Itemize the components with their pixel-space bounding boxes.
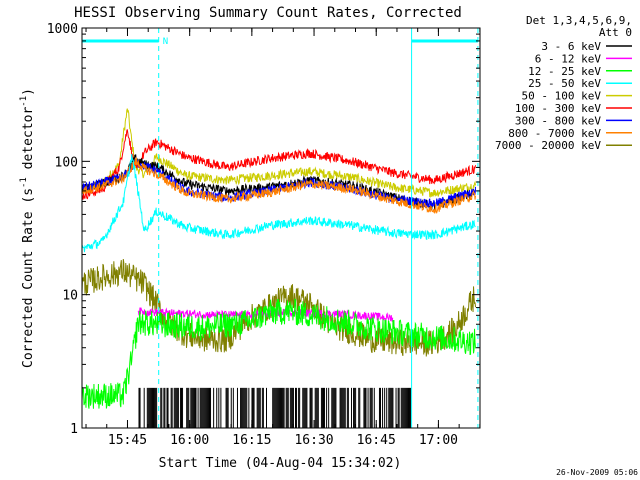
series-line-7	[82, 157, 477, 214]
legend-label: 7000 - 20000 keV	[495, 139, 601, 152]
y-axis-label-main: Corrected Count Rate (s	[21, 188, 36, 368]
legend-label: 3 - 6 keV	[541, 40, 601, 53]
y-axis-label: Corrected Count Rate (s-1 detector-1)	[19, 88, 36, 368]
legend-label: 25 - 50 keV	[528, 77, 601, 90]
x-tick-label: 16:45	[357, 433, 396, 448]
y-tick-label: 100	[55, 155, 78, 170]
series-line-2	[82, 298, 477, 409]
marker-label: N	[163, 37, 168, 47]
x-axis-label: Start Time (04-Aug-04 15:34:02)	[159, 456, 402, 471]
chart-title: HESSI Observing Summary Count Rates, Cor…	[74, 5, 462, 21]
y-axis: 1 10 100 1000	[47, 22, 480, 437]
y-axis-label-sup2: -1	[19, 96, 29, 107]
y-axis-label-sup1: -1	[19, 177, 29, 188]
legend-label: 12 - 25 keV	[528, 65, 601, 78]
series-layer	[82, 108, 477, 428]
legend-label: 800 - 7000 keV	[508, 127, 601, 140]
low-count-spikes	[138, 387, 412, 428]
x-tick-label: 16:15	[232, 433, 271, 448]
timestamp: 26-Nov-2009 05:06	[556, 468, 638, 477]
legend-label: 300 - 800 keV	[515, 114, 601, 127]
legend-header-2: Att 0	[599, 26, 632, 39]
x-tick-label: 16:30	[294, 433, 333, 448]
x-tick-label: 15:45	[108, 433, 147, 448]
y-axis-label-end: )	[21, 88, 36, 96]
y-axis-label-mid: detector	[21, 107, 36, 178]
plot-frame	[81, 27, 481, 429]
x-tick-label: 16:00	[170, 433, 209, 448]
y-tick-label: 1000	[47, 22, 78, 37]
series-line-5	[82, 129, 477, 200]
legend-label: 100 - 300 keV	[515, 102, 601, 115]
marker-layer: N	[82, 28, 479, 428]
y-tick-label: 1	[70, 422, 78, 437]
legend-header-1: Det 1,3,4,5,6,9,	[526, 14, 632, 27]
x-axis: 15:45 16:00 16:15 16:30 16:45 17:00	[85, 28, 481, 448]
x-tick-label: 17:00	[419, 433, 458, 448]
legend-label: 6 - 12 keV	[535, 52, 602, 65]
y-tick-label: 10	[62, 289, 78, 304]
series-line-3	[82, 153, 476, 253]
legend-label: 50 - 100 keV	[522, 90, 602, 103]
